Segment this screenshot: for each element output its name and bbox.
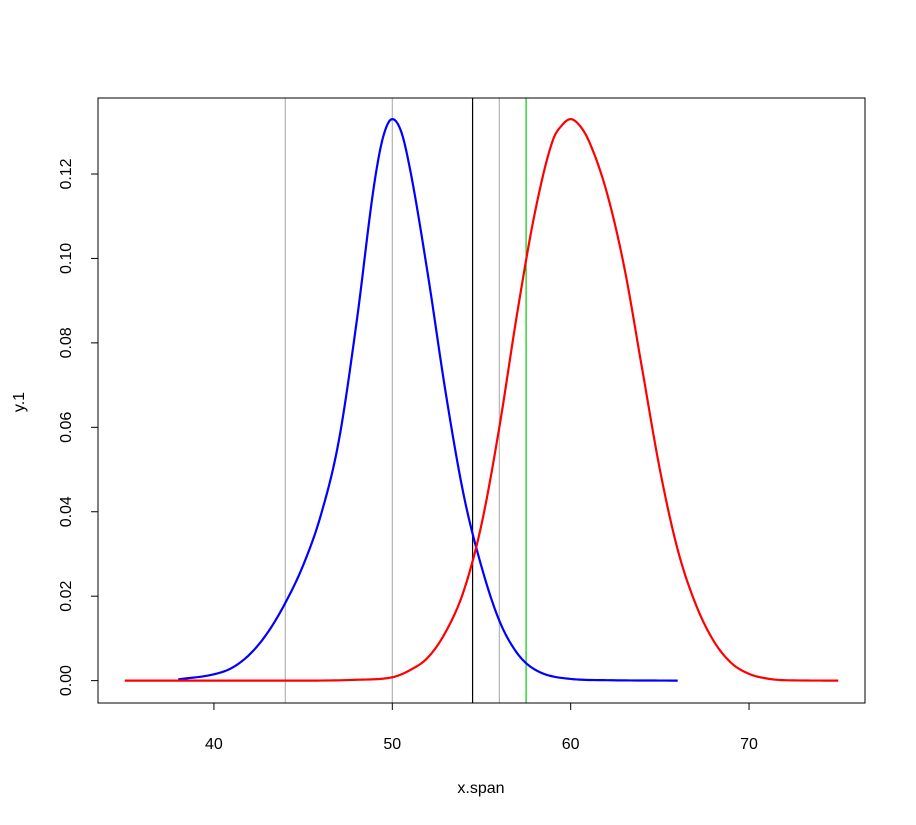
x-tick-label: 60: [562, 736, 580, 753]
y-axis-label: y.1: [11, 392, 28, 412]
y-tick-label: 0.06: [58, 412, 75, 443]
series-line-2: [124, 118, 839, 682]
reference-lines: [284, 98, 527, 703]
x-axis-label: x.span: [457, 780, 504, 797]
x-axis: 40 50 60 70: [205, 702, 758, 753]
x-tick-label: 50: [383, 736, 401, 753]
x-tick-label: 70: [740, 736, 758, 753]
x-tick-label: 40: [205, 736, 223, 753]
y-tick-label: 0.08: [58, 327, 75, 358]
y-tick-label: 0.04: [58, 496, 75, 527]
plot-frame: [97, 97, 866, 704]
y-tick-label: 0.12: [58, 158, 75, 189]
y-tick-label: 0.00: [58, 665, 75, 696]
y-axis: 0.00 0.02 0.04 0.06 0.08 0.10 0.12: [58, 158, 99, 696]
series-group: [124, 118, 839, 682]
series-line-1: [178, 118, 678, 682]
y-tick-label: 0.10: [58, 243, 75, 274]
y-tick-label: 0.02: [58, 581, 75, 612]
